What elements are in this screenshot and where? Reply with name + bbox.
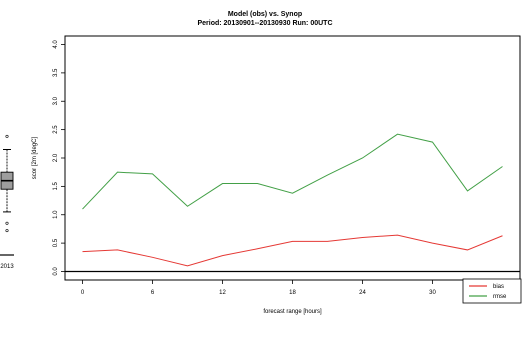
box-outlier	[5, 229, 9, 233]
y-tick-label: 2.5	[53, 125, 59, 134]
legend-label-rmse: rmse	[493, 294, 507, 300]
x-axis-label: forecast range [hours]	[263, 309, 322, 315]
boxplot-panel: 2013	[0, 134, 14, 270]
chart-subtitle: Period: 20130901--20130930 Run: 00UTC	[197, 20, 333, 27]
y-tick-label: 1.5	[53, 182, 59, 191]
x-tick-label: 18	[289, 290, 296, 296]
y-tick-label: 0.5	[53, 238, 59, 247]
y-axis-label: scor [2m [degC]	[32, 136, 38, 179]
x-tick-label: 24	[359, 290, 366, 296]
x-tick-label: 0	[81, 290, 85, 296]
y-tick-label: 4.0	[53, 40, 59, 49]
series-line-rmse	[82, 133, 503, 210]
y-tick-label: 3.0	[53, 96, 59, 105]
y-tick-label: 0.0	[53, 267, 59, 276]
x-tick-label: 30	[429, 290, 436, 296]
y-tick-label: 2.0	[53, 153, 59, 162]
chart-title-block: Model (obs) vs. Synop Period: 20130901--…	[0, 10, 530, 28]
legend-box	[462, 278, 522, 304]
x-tick-label: 12	[219, 290, 226, 296]
x-tick-label: 6	[151, 290, 155, 296]
box-outlier	[5, 134, 9, 138]
legend-label-bias: bias	[493, 284, 504, 290]
chart-title: Model (obs) vs. Synop	[227, 11, 303, 18]
y-tick-label: 3.5	[53, 68, 59, 77]
plot-frame	[64, 35, 521, 281]
box-outlier	[5, 221, 9, 225]
box-category-label: 2013	[0, 264, 14, 270]
line-plot-panel: 0.00.51.01.52.02.53.03.54.0061218243036f…	[32, 35, 522, 315]
series-line-bias	[82, 234, 503, 267]
y-tick-label: 1.0	[53, 210, 59, 219]
